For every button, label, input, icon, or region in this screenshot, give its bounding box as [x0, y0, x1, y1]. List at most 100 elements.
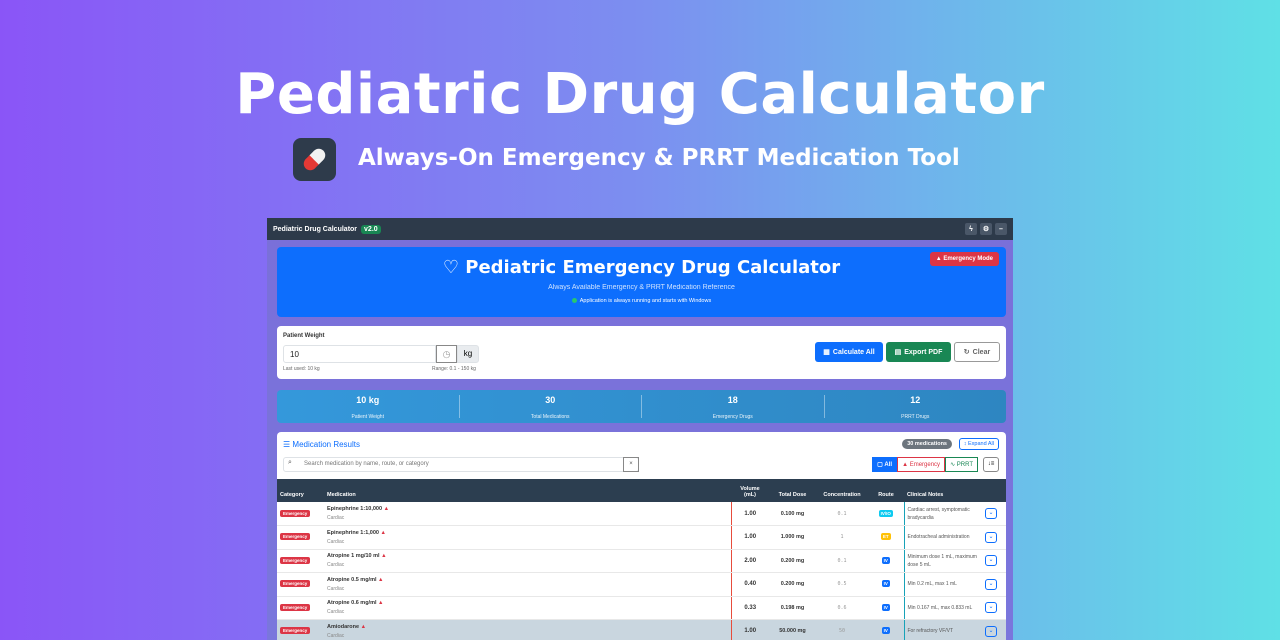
window-title: Pediatric Drug Calculator	[273, 225, 358, 233]
table-row[interactable]: Emergency Epinephrine 1:1,000 ▲ Cardiac 1…	[277, 525, 1006, 550]
col-category[interactable]: Category	[277, 479, 324, 502]
heart-pulse-icon: ♡	[442, 257, 459, 278]
filter-prrt[interactable]: ∿ PRRT	[945, 457, 978, 472]
pin-icon[interactable]: ϟ	[965, 223, 977, 235]
search-input[interactable]: Search medication by name, route, or cat…	[283, 457, 639, 472]
reset-icon: ↻	[963, 349, 970, 356]
clinical-notes: Minimum dose 1 mL, maximum dose 5 mL	[903, 549, 982, 573]
hero-subtitle: Always-On Emergency & PRRT Medication To…	[358, 145, 960, 171]
volume-value: 0.40	[730, 572, 769, 597]
medication-table: Category Medication Volume (mL) Total Do…	[277, 479, 1006, 640]
app-heading: Pediatric Emergency Drug Calculator	[465, 257, 841, 278]
expand-row-button[interactable]: ⌄	[985, 531, 997, 543]
app-window: Pediatric Drug Calculator v2.0 ϟ ⚙ – ♡ P…	[267, 218, 1013, 640]
route-badge: ET	[880, 533, 891, 541]
col-medication[interactable]: Medication	[324, 479, 731, 502]
sort-button[interactable]: ↓≡	[983, 457, 999, 472]
results-title: Medication Results	[292, 440, 360, 449]
medication-name: Atropine 0.5 mg/ml	[327, 576, 377, 583]
minimize-button[interactable]: –	[995, 223, 1007, 235]
emergency-mode-button[interactable]: ▲ Emergency Mode	[929, 252, 999, 266]
table-row[interactable]: Emergency Atropine 0.5 mg/ml ▲ Cardiac 0.…	[277, 572, 1006, 597]
table-row[interactable]: Emergency Amiodarone ▲ Cardiac 1.00 50.00…	[277, 619, 1006, 640]
concentration-value: 0.6	[816, 596, 868, 620]
warning-icon: ▲	[935, 256, 942, 262]
title-bar: Pediatric Drug Calculator v2.0 ϟ ⚙ –	[267, 218, 1013, 240]
version-badge: v2.0	[361, 224, 381, 234]
warning-icon: ▲	[381, 553, 387, 560]
warning-icon: ▲	[378, 600, 384, 607]
calculate-all-button[interactable]: ▦ Calculate All	[815, 342, 883, 362]
search-icon: ⌕	[288, 459, 292, 466]
category-badge: Emergency	[280, 556, 311, 564]
concentration-value: 0.1	[816, 502, 868, 526]
filter-emergency[interactable]: ▲ Emergency	[897, 457, 946, 472]
col-total-dose[interactable]: Total Dose	[769, 479, 816, 502]
col-clinical-notes[interactable]: Clinical Notes	[904, 479, 982, 502]
history-button[interactable]: ◷	[436, 345, 457, 363]
volume-value: 2.00	[730, 549, 769, 573]
stat-total: 30 Total Medications	[460, 395, 642, 420]
route-badge: IV/IO	[878, 509, 893, 517]
expand-row-button[interactable]: ⌄	[985, 602, 997, 614]
expand-all-button[interactable]: ↕ Expand All	[958, 438, 999, 450]
weight-panel: Patient Weight 10 ◷ kg Last used: 10 kg …	[277, 326, 1006, 379]
list-icon: ☰	[283, 440, 291, 449]
expand-row-button[interactable]: ⌄	[985, 578, 997, 590]
medication-group: Cardiac	[327, 585, 345, 592]
range-hint: Range: 0.1 - 150 kg	[432, 366, 476, 372]
stat-prrt: 12 PRRT Drugs	[901, 395, 930, 420]
expand-row-button[interactable]: ⌄	[985, 625, 997, 637]
concentration-value: 0.1	[816, 549, 868, 573]
table-row[interactable]: Emergency Atropine 1 mg/10 ml ▲ Cardiac 2…	[277, 549, 1006, 573]
results-panel: ☰ Medication Results 30 medications ↕ Ex…	[277, 432, 1006, 640]
stat-weight: 10 kg Patient Weight	[277, 395, 460, 420]
col-concentration[interactable]: Concentration	[816, 479, 868, 502]
category-badge: Emergency	[280, 603, 311, 611]
col-volume[interactable]: Volume (mL)	[731, 479, 769, 502]
total-dose-value: 0.198 mg	[769, 596, 816, 620]
app-subheading: Always Available Emergency & PRRT Medica…	[548, 284, 735, 291]
warning-icon: ▲	[360, 623, 367, 630]
medication-group: Cardiac	[327, 538, 345, 545]
route-badge: IV	[881, 603, 890, 611]
hero-title: Pediatric Drug Calculator	[235, 62, 1045, 127]
volume-value: 1.00	[730, 502, 769, 526]
category-badge: Emergency	[280, 533, 311, 541]
clinical-notes: Cardiac arrest, symptomatic bradycardia	[903, 502, 982, 526]
clear-label: Clear	[972, 348, 991, 356]
table-row[interactable]: Emergency Epinephrine 1:10,000 ▲ Cardiac …	[277, 502, 1006, 526]
warning-icon: ▲	[380, 529, 386, 536]
total-dose-value: 0.200 mg	[769, 549, 816, 573]
unit-label: kg	[457, 345, 479, 363]
concentration-value: 50	[816, 619, 868, 640]
medication-name: Atropine 0.6 mg/ml	[327, 600, 377, 607]
status-dot	[571, 298, 577, 304]
settings-icon[interactable]: ⚙	[980, 223, 992, 235]
medication-group: Cardiac	[327, 609, 345, 616]
clinical-notes: Min 0.167 mL, max 0.833 mL	[903, 596, 982, 620]
filter-all[interactable]: ▢ All	[872, 457, 898, 472]
category-badge: Emergency	[280, 509, 311, 517]
filter-group: ▢ All ▲ Emergency ∿ PRRT	[872, 457, 978, 472]
weight-input[interactable]: 10	[283, 345, 436, 363]
medication-name: Atropine 1 mg/10 ml	[327, 553, 380, 560]
weight-label: Patient Weight	[283, 333, 325, 339]
clinical-notes: Min 0.2 mL, max 1 mL	[903, 572, 982, 597]
total-dose-value: 1.000 mg	[769, 525, 816, 550]
expand-row-button[interactable]: ⌄	[985, 508, 997, 519]
stats-bar: 10 kg Patient Weight 30 Total Medications …	[277, 390, 1006, 423]
export-label: Export PDF	[904, 348, 943, 356]
table-row[interactable]: Emergency Atropine 0.6 mg/ml ▲ Cardiac 0.…	[277, 596, 1006, 620]
expand-row-button[interactable]: ⌄	[985, 555, 997, 567]
col-route[interactable]: Route	[868, 479, 904, 502]
export-pdf-button[interactable]: ▤ Export PDF	[886, 342, 951, 362]
total-dose-value: 0.200 mg	[769, 572, 816, 597]
medication-count-badge: 30 medications	[902, 439, 952, 449]
concentration-value: 1	[816, 525, 868, 550]
medication-name: Amiodarone	[327, 623, 360, 630]
clinical-notes: For refractory VF/VT	[903, 619, 982, 640]
medication-group: Cardiac	[327, 632, 345, 639]
clear-button[interactable]: ↻ Clear	[954, 342, 1000, 362]
clear-search-button[interactable]: ×	[623, 457, 639, 472]
